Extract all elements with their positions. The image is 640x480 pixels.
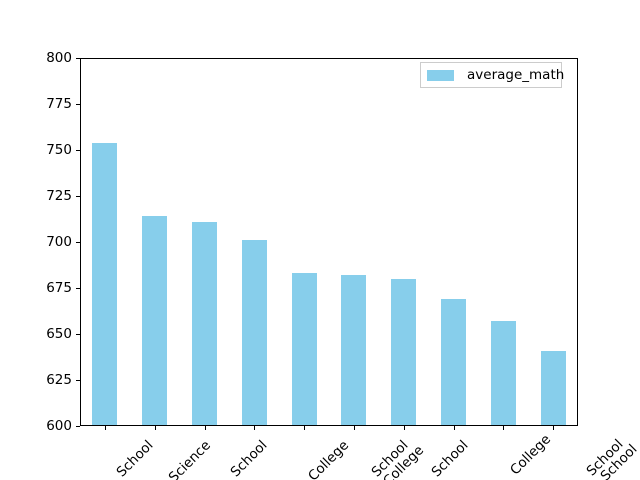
plot-area (80, 58, 578, 426)
bar-average_math (192, 221, 217, 425)
y-tick-label: 800 (46, 50, 72, 66)
x-tick-label: School (113, 437, 157, 480)
bar-average_math (490, 321, 516, 425)
x-tick-label: School (227, 437, 271, 480)
y-tick-label: 625 (46, 372, 72, 388)
y-tick-label: 700 (46, 234, 72, 250)
y-tick-mark (76, 333, 80, 335)
x-tick-mark (503, 426, 505, 430)
y-tick-mark (76, 241, 80, 243)
x-tick-mark (353, 426, 355, 430)
y-tick-mark (76, 287, 80, 289)
y-tick-mark (76, 425, 80, 427)
x-tick-mark (553, 426, 555, 430)
x-tick-label: Science (165, 437, 214, 480)
y-tick-mark (76, 149, 80, 151)
legend: average_math (420, 62, 565, 88)
y-tick-mark (76, 57, 80, 59)
y-tick-label: 675 (46, 280, 72, 296)
bar-average_math (391, 278, 417, 425)
y-tick-mark (76, 379, 80, 381)
x-tick-label: School (428, 437, 472, 480)
y-tick-label: 750 (46, 142, 72, 158)
y-tick-label: 600 (46, 418, 72, 434)
x-tick-label: College (506, 431, 554, 479)
bar-average_math (92, 142, 118, 425)
y-tick-label: 775 (46, 96, 72, 112)
bar-average_math (540, 350, 566, 425)
y-tick-label: 650 (46, 326, 72, 342)
x-tick-mark (154, 426, 156, 430)
y-tick-label: 725 (46, 188, 72, 204)
x-tick-mark (204, 426, 206, 430)
legend-label: average_math (467, 67, 565, 83)
bar-average_math (142, 216, 168, 425)
y-tick-mark (76, 195, 80, 197)
bar-average_math (291, 273, 317, 425)
bar-average_math (241, 240, 267, 425)
bar-average_math (441, 299, 466, 425)
x-tick-mark (453, 426, 455, 430)
x-tick-mark (304, 426, 306, 430)
x-tick-mark (104, 426, 106, 430)
x-tick-mark (254, 426, 256, 430)
bar-average_math (341, 275, 367, 425)
x-tick-mark (403, 426, 405, 430)
y-tick-mark (76, 103, 80, 105)
legend-swatch-average-math (427, 69, 454, 81)
x-tick-label: College (304, 437, 352, 480)
